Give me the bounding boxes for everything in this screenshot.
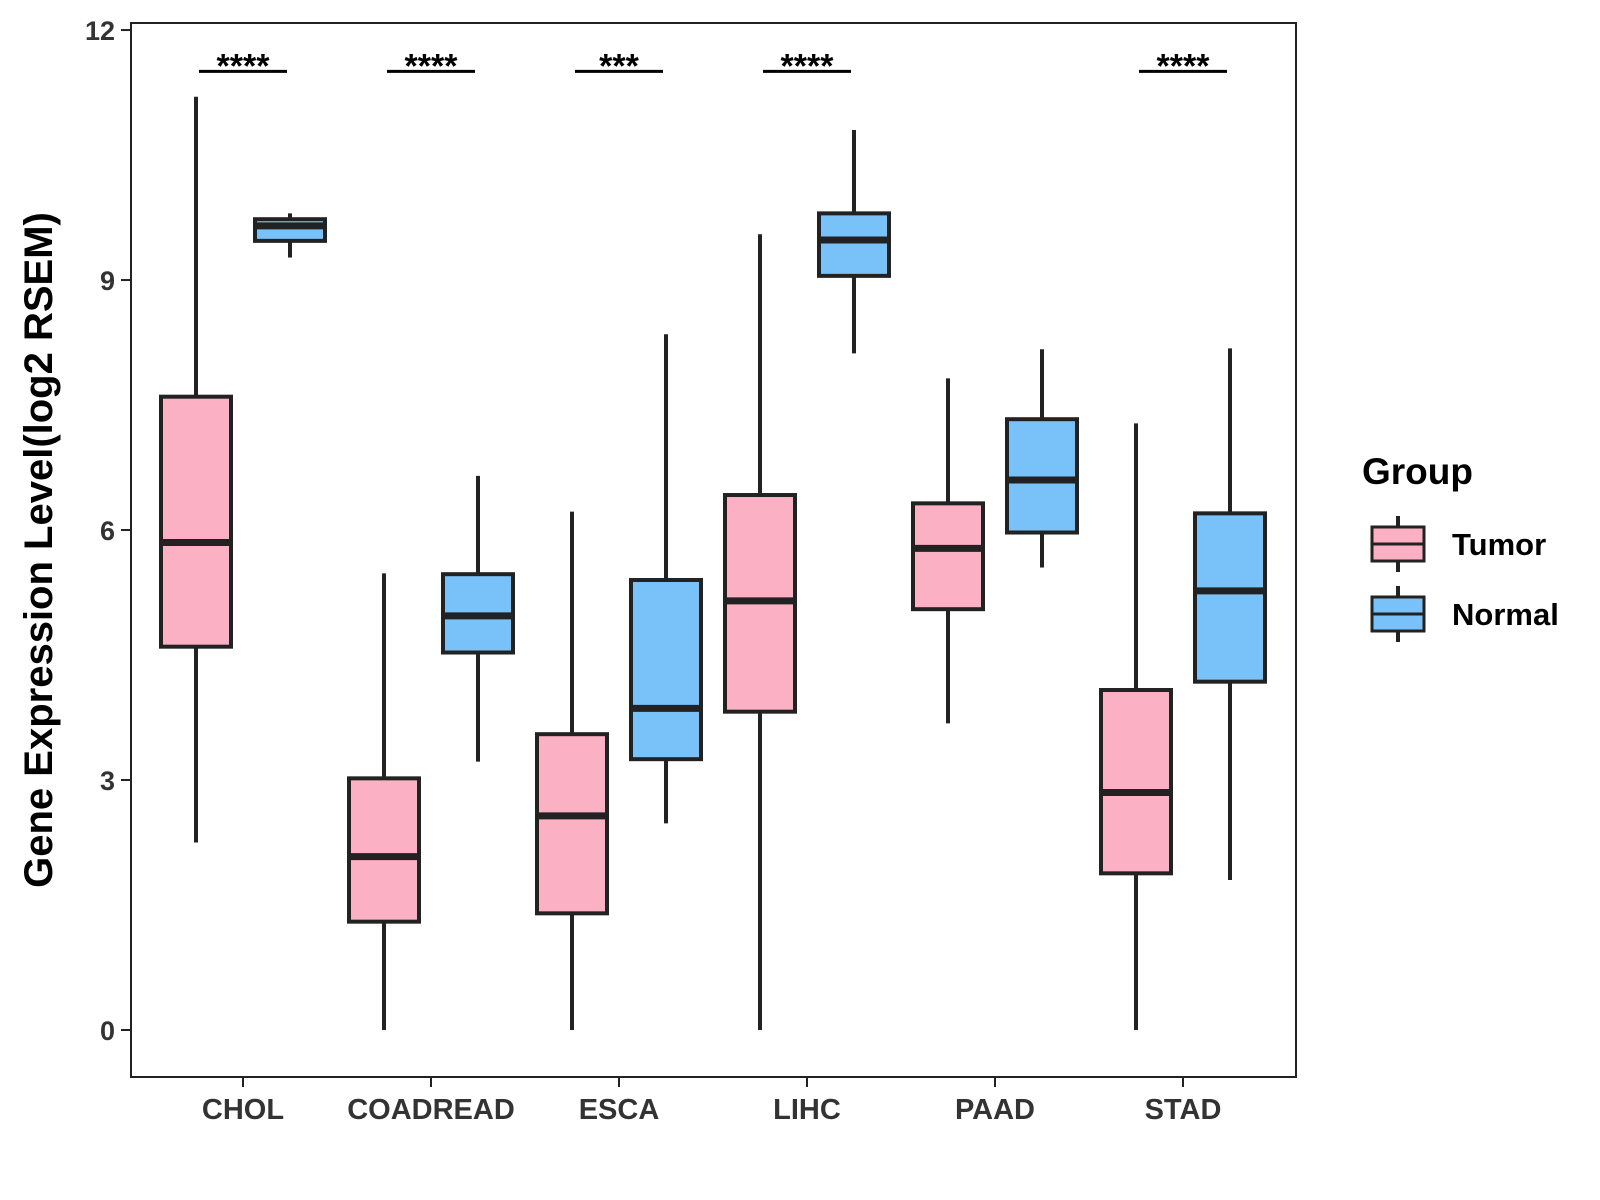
box-tumor-lihc (723, 234, 797, 1030)
box-tumor-stad (1099, 423, 1173, 1030)
significance-label: **** (781, 47, 835, 85)
box-iqr (535, 732, 609, 916)
box-normal-stad (1193, 348, 1267, 881)
box-normal-paad (1005, 349, 1079, 568)
y-tick-label: 12 (85, 16, 115, 46)
x-tick-label: LIHC (773, 1094, 841, 1126)
y-tick-label: 6 (100, 516, 115, 546)
box-normal-chol (253, 213, 327, 258)
legend-title: Group (1362, 451, 1473, 492)
legend-key-normal (1370, 586, 1426, 642)
box-normal-coadread (441, 475, 515, 762)
significance-label: *** (599, 47, 639, 85)
box-normal-lihc (817, 130, 891, 354)
box-normal-esca (629, 334, 703, 824)
legend-label-normal: Normal (1452, 597, 1559, 632)
significance-label: **** (405, 47, 459, 85)
x-tick-label: PAAD (955, 1094, 1035, 1126)
box-iqr (1099, 688, 1173, 876)
box-iqr (347, 776, 421, 924)
significance-label: **** (1157, 47, 1211, 85)
x-tick-label: CHOL (202, 1094, 284, 1126)
legend-key-tumor (1370, 516, 1426, 572)
significance-label: **** (217, 47, 271, 85)
y-tick-label: 0 (100, 1016, 115, 1046)
x-tick-label: STAD (1145, 1094, 1222, 1126)
boxes (159, 96, 1267, 1030)
y-tick-label: 3 (100, 766, 115, 796)
legend: Group Tumor Normal (1362, 451, 1559, 642)
legend-label-tumor: Tumor (1452, 527, 1546, 562)
x-tick-label: ESCA (579, 1094, 660, 1126)
y-axis: 0 3 6 9 12 (85, 16, 131, 1046)
x-tick-label: COADREAD (347, 1094, 515, 1126)
plot-panel (130, 22, 1297, 1078)
significance-annotations: **** **** *** **** **** (199, 47, 1227, 85)
box-tumor-coadread (347, 573, 421, 1030)
box-iqr (629, 578, 703, 762)
box-iqr (1005, 417, 1079, 535)
box-iqr (817, 211, 891, 278)
x-axis: CHOL COADREAD ESCA LIHC PAAD STAD (202, 1077, 1221, 1126)
box-tumor-chol (159, 96, 233, 843)
box-iqr (159, 394, 233, 649)
box-tumor-esca (535, 511, 609, 1030)
y-tick-label: 9 (100, 266, 115, 296)
box-iqr (911, 501, 985, 612)
y-axis-title: Gene Expression Level(log2 RSEM) (17, 212, 61, 888)
box-iqr (1193, 511, 1267, 684)
box-tumor-paad (911, 378, 985, 724)
